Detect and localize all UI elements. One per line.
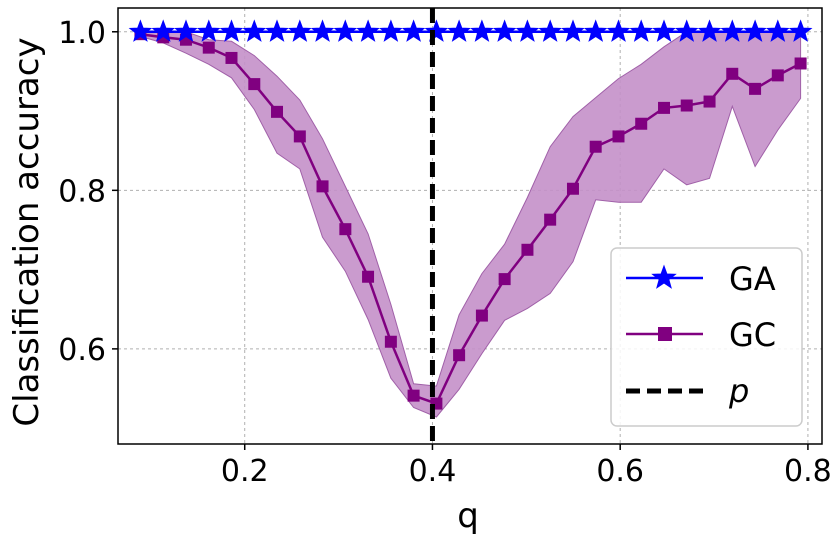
ga-point [492, 19, 517, 42]
ga-point [583, 19, 608, 42]
gc-point [225, 51, 238, 64]
ga-point [333, 19, 358, 42]
ga-point [379, 19, 403, 42]
legend-gc-label: GC [729, 316, 776, 354]
axes-frame [117, 7, 823, 445]
x-tick-label: 0.4 [409, 454, 457, 489]
y-tick-label: 1.0 [58, 16, 106, 51]
x-tick-label: 0.2 [221, 454, 269, 489]
ga-point [765, 19, 790, 42]
series-layer [128, 8, 813, 444]
ga-point [219, 19, 244, 42]
tick-labels: 0.2 0.4 0.6 0.8 0.6 0.8 1.0 [58, 16, 830, 489]
x-tick-label: 0.8 [784, 454, 830, 489]
gc-point [339, 223, 352, 236]
gc-point [749, 82, 762, 95]
legend-box [610, 247, 803, 427]
gc-point [635, 117, 648, 130]
y-tick-label: 0.6 [58, 333, 106, 368]
y-tick-label: 0.8 [58, 174, 106, 209]
ga-point [629, 19, 654, 42]
y-axis-title: Classification accuracy [7, 37, 47, 426]
gc-point [680, 99, 693, 112]
ga-point [196, 19, 221, 42]
ga-point [265, 19, 289, 42]
gc-point [771, 69, 784, 82]
x-axis-title: q [457, 496, 479, 536]
ga-point [561, 19, 585, 42]
ga-point [174, 19, 198, 42]
ga-point [743, 19, 767, 42]
ga-point [242, 19, 267, 42]
ga-point [515, 19, 540, 42]
gc-point [589, 140, 602, 153]
ga-point [128, 19, 153, 42]
gc-point [521, 243, 534, 256]
legend-ga-label: GA [729, 260, 776, 298]
gc-point [475, 309, 488, 322]
gc-point [703, 95, 716, 108]
gc-point [293, 130, 306, 143]
gc-point [658, 101, 671, 114]
gc-point [362, 270, 375, 283]
ga-point [697, 19, 722, 42]
gc-point [612, 130, 625, 143]
gc-point [566, 182, 579, 195]
gc-point [544, 213, 557, 226]
gc-point [202, 41, 215, 54]
gc-point [271, 105, 284, 118]
x-tick-label: 0.6 [596, 454, 644, 489]
ga-point [470, 19, 494, 42]
gc-point [498, 273, 511, 286]
gc-point [794, 57, 807, 70]
ga-point [151, 19, 176, 42]
gc-point [726, 67, 739, 80]
legend: GA GC p [610, 247, 803, 427]
gc-point [453, 349, 466, 362]
ga-point [606, 19, 631, 42]
ga-point [424, 19, 449, 42]
ga-point [652, 19, 676, 42]
legend-gc-marker [658, 327, 672, 341]
legend-p-label: p [728, 372, 749, 410]
plot-frame [112, 7, 823, 450]
gc-point [384, 335, 397, 348]
ga-point [720, 19, 745, 42]
gc-point [407, 389, 420, 402]
ga-point [674, 19, 699, 42]
ga-point [401, 19, 426, 42]
ga-point [356, 19, 380, 42]
gc-point [248, 78, 261, 91]
ga-point [538, 19, 562, 42]
legend-ga-marker [651, 264, 677, 289]
ga-point [310, 19, 335, 42]
ga-point [788, 19, 813, 42]
ga-point [447, 19, 471, 42]
ga-point [288, 19, 312, 42]
gc-point [316, 180, 329, 193]
